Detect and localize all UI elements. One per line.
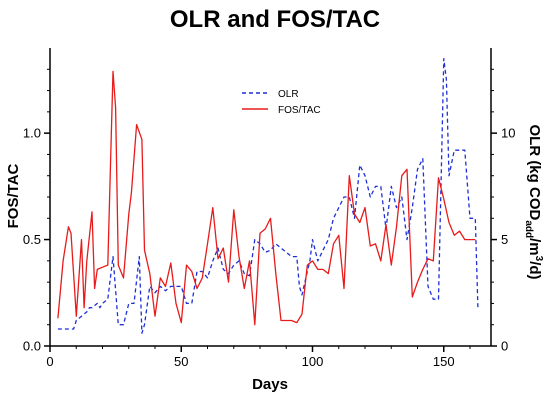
left-y-axis-title: FOS/TAC xyxy=(5,163,22,228)
x-tick-label-150: 150 xyxy=(433,354,455,369)
left-y-tick-label: 0.5 xyxy=(23,232,41,247)
right-y-axis-title-mid: /m xyxy=(526,238,543,256)
right-y-tick-label: 10 xyxy=(501,126,515,141)
series-layer xyxy=(57,57,479,334)
right-y-axis-title-main: OLR (kg COD xyxy=(526,124,543,220)
series-fos-tac xyxy=(57,70,476,326)
right-y-axis-title-sup: 3 xyxy=(533,256,544,262)
right-y-axis-title: OLR (kg CODadd/m3/d) xyxy=(523,124,544,279)
legend: OLR FOS/TAC xyxy=(242,89,321,116)
right-y-tick-label: 5 xyxy=(501,232,508,247)
left-y-tick-label: 0.0 xyxy=(23,339,41,354)
x-tick-label-0: 0 xyxy=(46,354,53,369)
x-axis-title: Days xyxy=(252,376,288,393)
right-y-axis-title-sub: add xyxy=(523,220,534,238)
chart-title: OLR and FOS/TAC xyxy=(170,6,380,33)
x-tick-label-100: 100 xyxy=(302,354,324,369)
ticks: 0 50 100 150 0.0 0.5 1.0 0 5 10 xyxy=(23,68,515,369)
x-tick-label-50: 50 xyxy=(174,354,188,369)
legend-fos-tac-label: FOS/TAC xyxy=(278,105,321,116)
left-y-tick-label: 1.0 xyxy=(23,126,41,141)
series-line-olr xyxy=(57,57,479,334)
legend-olr-label: OLR xyxy=(278,89,299,100)
right-y-tick-label: 0 xyxy=(501,339,508,354)
series-olr xyxy=(57,57,479,334)
right-y-axis-title-end: /d) xyxy=(526,261,543,279)
